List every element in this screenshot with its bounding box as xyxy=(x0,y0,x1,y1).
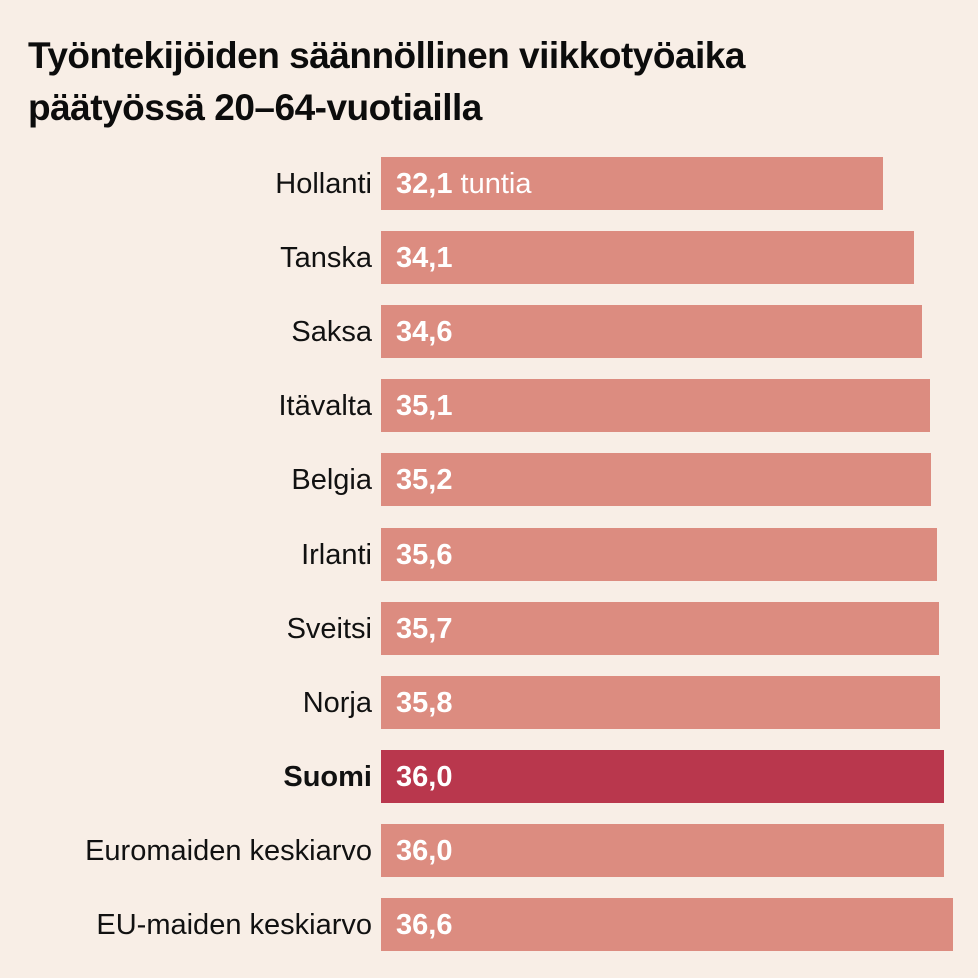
chart-title-line-1: Työntekijöiden säännöllinen viikkotyöaik… xyxy=(28,35,745,76)
value-label: 35,2 xyxy=(396,464,453,497)
bar-row: Tanska 34,1 xyxy=(0,231,978,285)
value-label: 36,6 xyxy=(396,909,453,941)
bar-row: EU-maiden keskiarvo 36,6 xyxy=(0,898,978,952)
value-label: 34,6 xyxy=(396,316,453,349)
category-label: EU-maiden keskiarvo xyxy=(96,909,372,941)
bar-row: Euromaiden keskiarvo 36,0 xyxy=(0,823,978,878)
category-label: Norja xyxy=(302,686,372,719)
bar-row: Hollanti 32,1 tuntia xyxy=(0,157,978,211)
unit-label: tuntia xyxy=(452,168,532,200)
category-label: Irlanti xyxy=(301,538,372,571)
category-label: Itävalta xyxy=(278,390,373,423)
bar xyxy=(381,601,939,655)
bar-row: Norja 35,8 xyxy=(0,675,978,730)
bar xyxy=(381,527,937,581)
value-label: 36,0 xyxy=(396,834,453,867)
value-label: 35,1 xyxy=(396,390,453,423)
bar xyxy=(381,898,953,951)
bar-row: Suomi 36,0 xyxy=(0,749,978,804)
value-label: 32,1 tuntia xyxy=(396,168,532,200)
category-label: Tanska xyxy=(280,242,372,275)
bar-row: Itävalta 35,1 xyxy=(0,379,978,433)
chart-title-line-2: päätyössä 20–64-vuotiailla xyxy=(28,87,482,128)
value-label: 34,1 xyxy=(396,242,453,275)
bar-row: Irlanti 35,6 xyxy=(0,527,978,582)
bar-row: Belgia 35,2 xyxy=(0,453,978,507)
category-label: Sveitsi xyxy=(286,612,372,645)
bar xyxy=(381,379,930,433)
bar-row: Saksa 34,6 xyxy=(0,305,978,359)
bar-row: Sveitsi 35,7 xyxy=(0,601,978,656)
chart-title: Työntekijöiden säännöllinen viikkotyöaik… xyxy=(28,30,968,134)
category-label: Saksa xyxy=(291,316,372,349)
value-label: 35,7 xyxy=(396,612,453,645)
category-label: Euromaiden keskiarvo xyxy=(85,834,372,867)
category-label: Suomi xyxy=(283,760,372,793)
bar xyxy=(381,675,940,729)
bar xyxy=(381,749,944,803)
bar xyxy=(381,823,944,877)
category-label: Belgia xyxy=(291,464,372,497)
category-label: Hollanti xyxy=(275,168,372,200)
value-label: 35,6 xyxy=(396,538,453,571)
bar xyxy=(381,305,922,359)
value-label: 36,0 xyxy=(396,760,453,793)
bar xyxy=(381,157,883,210)
value-label: 35,8 xyxy=(396,686,453,719)
bar xyxy=(381,453,931,507)
bar xyxy=(381,231,914,285)
